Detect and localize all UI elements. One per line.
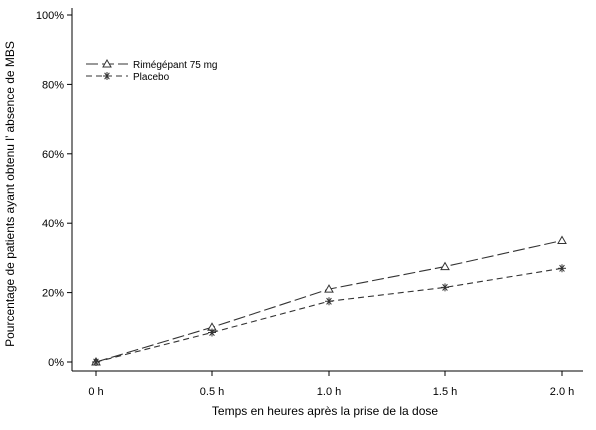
y-tick-label: 0% xyxy=(48,357,64,369)
triangle-icon xyxy=(102,58,112,68)
triangle-icon xyxy=(324,284,334,293)
legend-label: Rimégépant 75 mg xyxy=(133,60,218,71)
legend-label: Placebo xyxy=(133,72,170,83)
y-tick-label: 80% xyxy=(42,79,64,91)
x-tick-label: 2.0 h xyxy=(550,386,574,398)
x-tick-label: 1.5 h xyxy=(433,386,457,398)
x-tick-label: 0 h xyxy=(88,386,103,398)
x-axis-label: Temps en heures après la prise de la dos… xyxy=(212,404,438,418)
asterisk-icon xyxy=(325,297,333,306)
y-tick-label: 40% xyxy=(42,218,64,230)
triangle-icon xyxy=(557,235,567,245)
triangle-icon xyxy=(440,261,450,271)
asterisk-icon xyxy=(103,72,111,80)
y-tick-label: 60% xyxy=(42,149,64,161)
asterisk-icon xyxy=(208,328,216,337)
asterisk-icon xyxy=(92,358,100,366)
x-tick-label: 0.5 h xyxy=(200,386,224,398)
y-axis-label: Pourcentage de patients ayant obtenu l’ … xyxy=(3,41,17,347)
asterisk-icon xyxy=(441,283,449,292)
x-tick-label: 1.0 h xyxy=(317,386,341,398)
asterisk-icon xyxy=(558,264,566,273)
series-line-1 xyxy=(95,267,563,363)
axes: 0% 20% 40% 60% 80% 100% 0 h 0.5 h 1.0 h 1.5 h 2.0 … xyxy=(36,8,583,398)
y-tick-label: 100% xyxy=(36,10,64,22)
series-layer xyxy=(91,235,567,366)
y-tick-label: 20% xyxy=(42,288,64,300)
